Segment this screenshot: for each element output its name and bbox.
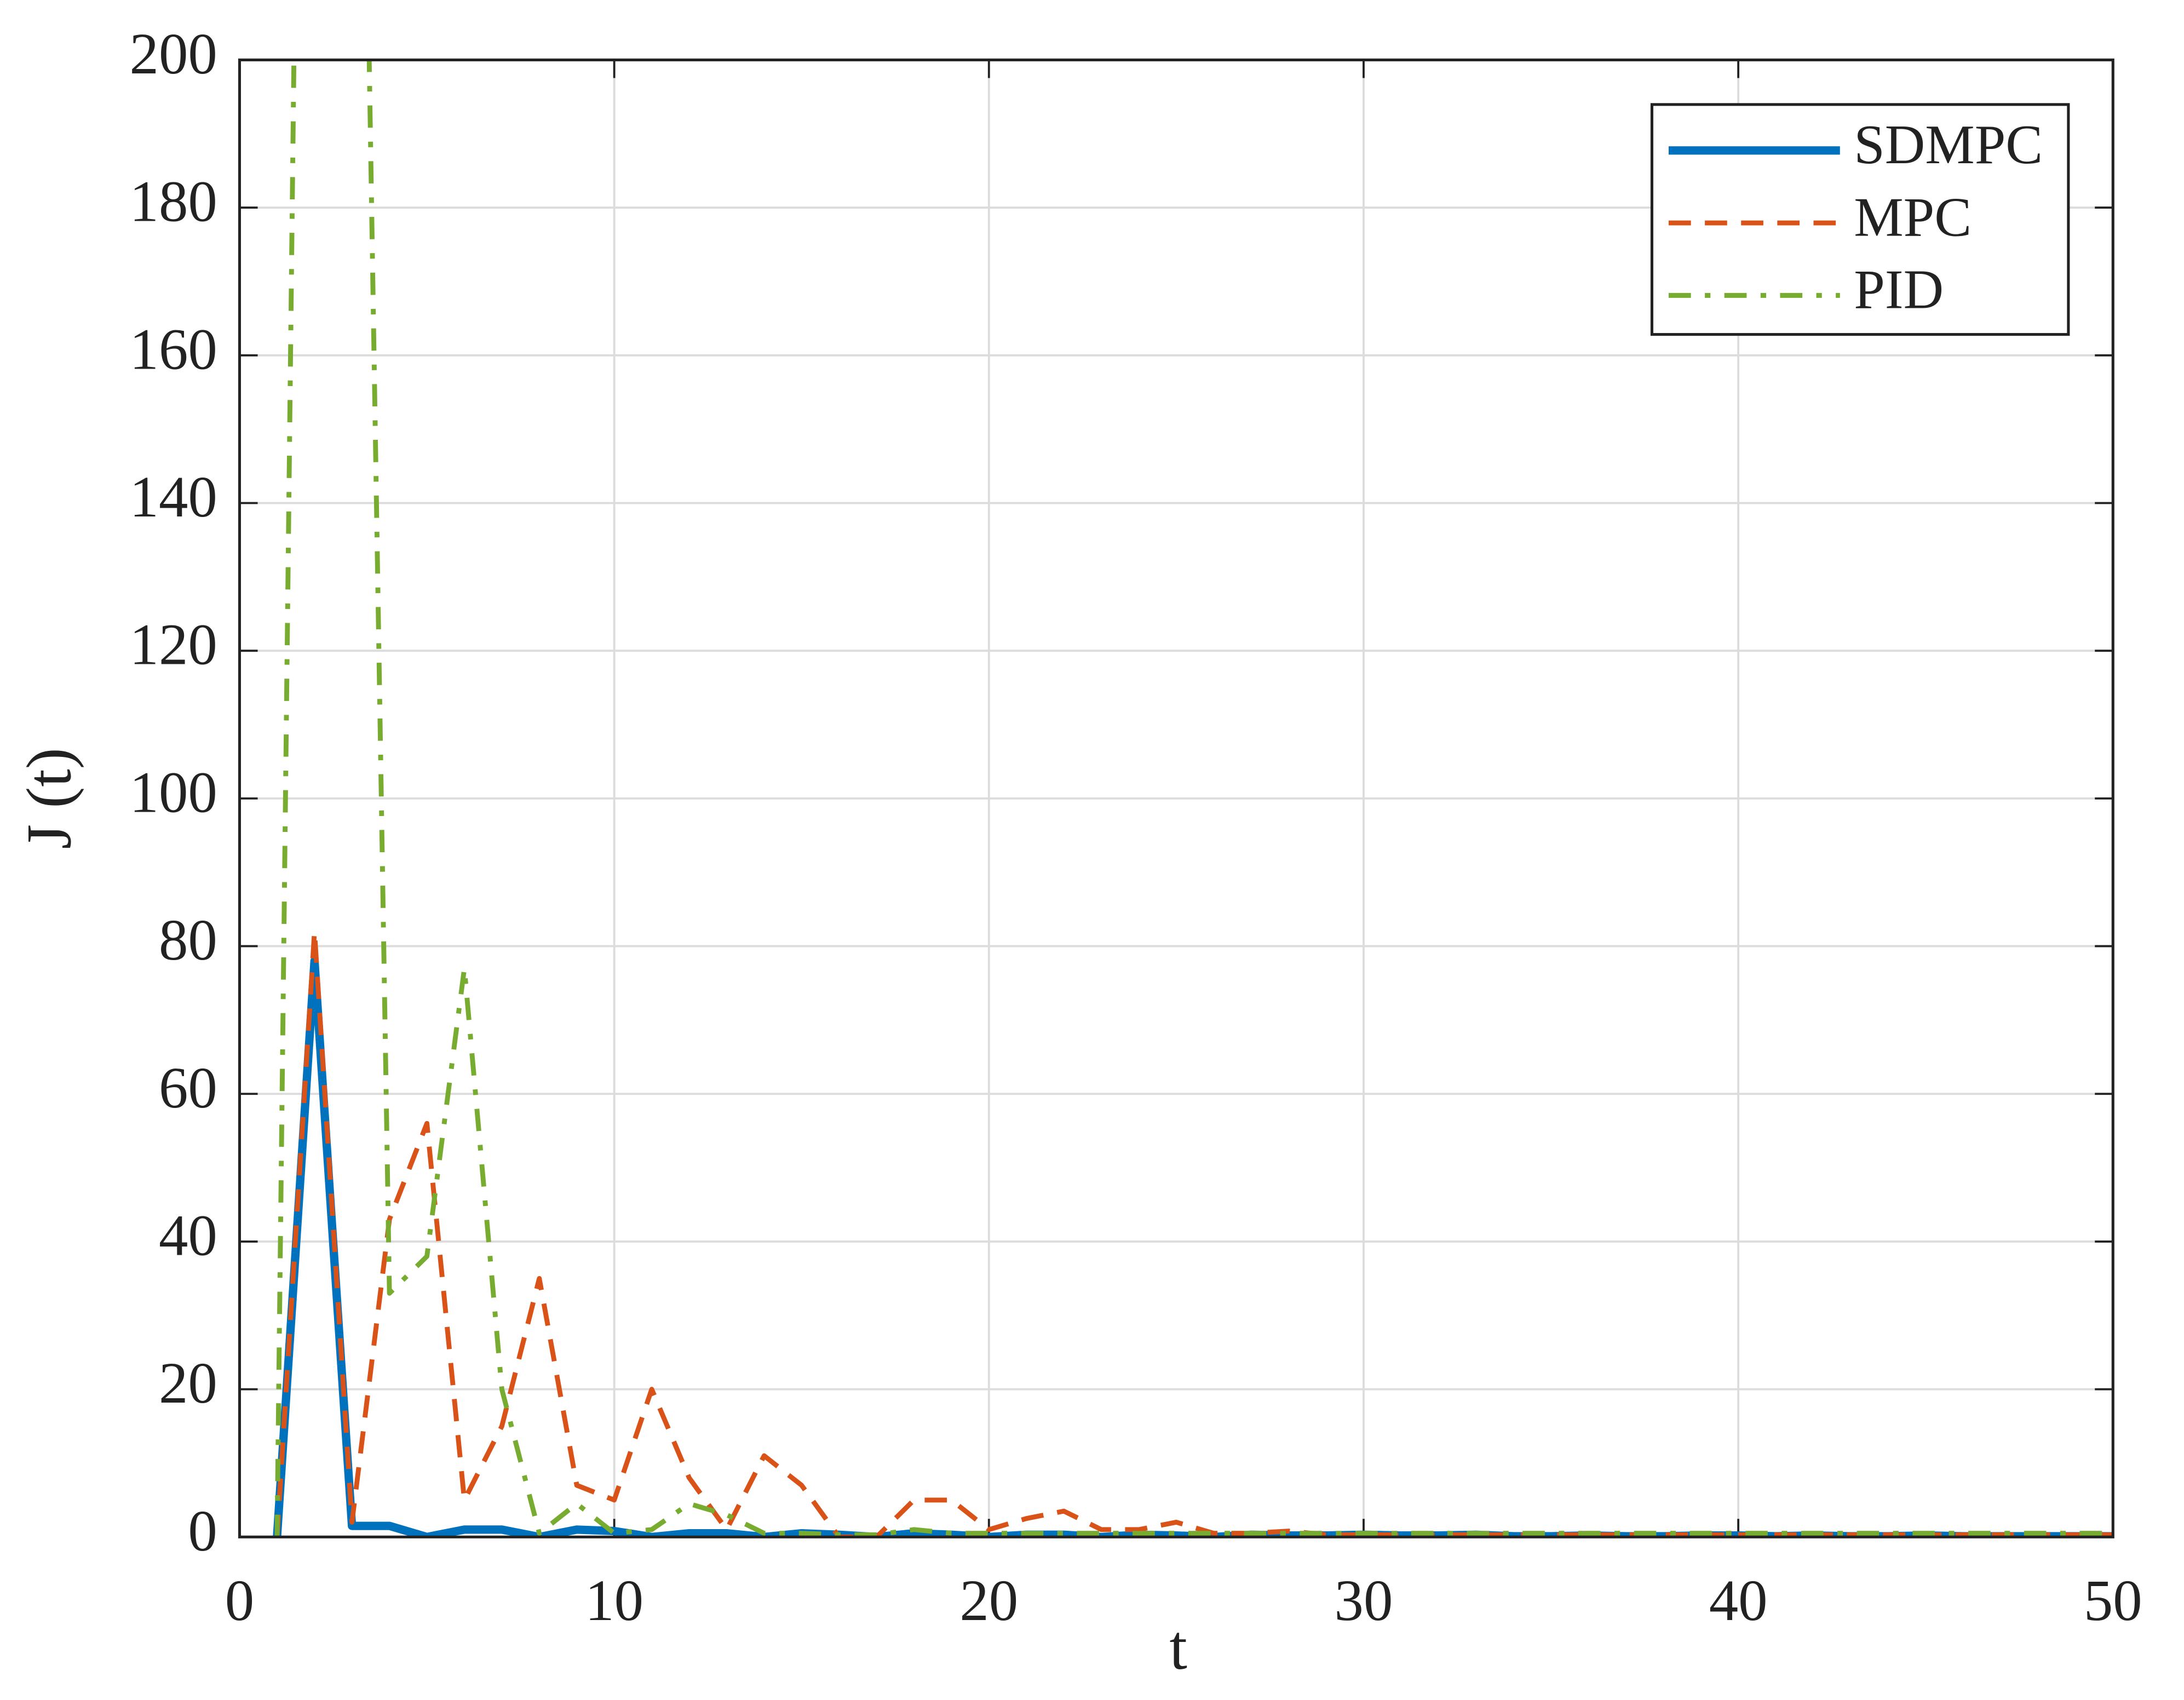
- y-tick-label: 200: [130, 22, 217, 87]
- axes-box: [238, 58, 2114, 1538]
- y-tick-label: 80: [159, 908, 217, 973]
- series-line: [274, 929, 2113, 1537]
- legend-box: [1650, 103, 2070, 336]
- legend-label: SDMPC: [1854, 114, 2043, 176]
- x-tick-label: 20: [959, 1569, 1018, 1633]
- y-axis-label: J (t): [14, 748, 85, 849]
- x-axis-label: t: [1169, 1612, 1187, 1683]
- legend-label: PID: [1854, 259, 1944, 321]
- y-tick-label: 0: [188, 1499, 217, 1564]
- x-tick-label: 0: [225, 1569, 254, 1633]
- x-tick-label: 30: [1335, 1569, 1393, 1633]
- y-tick-label: 160: [130, 317, 217, 382]
- y-tick-label: 100: [130, 760, 217, 825]
- y-tick-label: 40: [159, 1203, 217, 1268]
- x-tick-label: 50: [2084, 1569, 2142, 1633]
- y-tick-label: 140: [130, 465, 217, 530]
- legend-label: MPC: [1854, 186, 1972, 248]
- y-tick-label: 60: [159, 1056, 217, 1121]
- series-line: [274, 60, 2113, 1537]
- y-tick-label: 120: [130, 613, 217, 677]
- y-tick-label: 20: [159, 1351, 217, 1416]
- x-tick-label: 40: [1709, 1569, 1768, 1633]
- y-tick-label: 180: [130, 170, 217, 234]
- x-tick-label: 10: [585, 1569, 643, 1633]
